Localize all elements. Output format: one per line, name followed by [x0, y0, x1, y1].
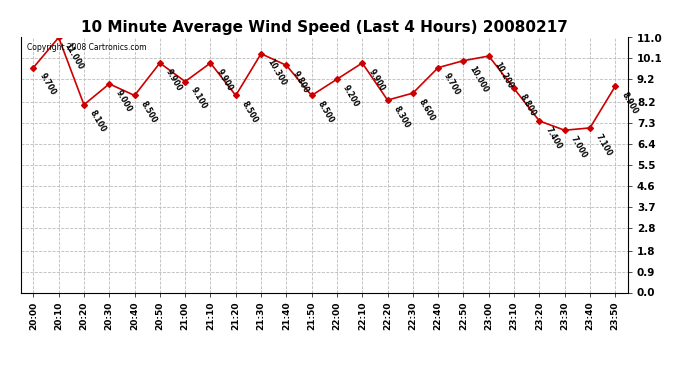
Text: 8.100: 8.100	[88, 109, 108, 134]
Text: 8.500: 8.500	[240, 100, 259, 125]
Text: 7.100: 7.100	[594, 132, 614, 158]
Text: 7.400: 7.400	[544, 125, 563, 150]
Text: 8.800: 8.800	[518, 93, 538, 118]
Text: 10.300: 10.300	[265, 58, 288, 88]
Text: 8.900: 8.900	[620, 90, 639, 116]
Text: 7.000: 7.000	[569, 134, 589, 160]
Text: 9.800: 9.800	[290, 69, 310, 95]
Text: 11.000: 11.000	[63, 42, 85, 71]
Text: 10.000: 10.000	[468, 65, 490, 94]
Text: 8.500: 8.500	[139, 100, 159, 125]
Text: 9.200: 9.200	[341, 83, 361, 109]
Text: 9.900: 9.900	[366, 67, 386, 92]
Text: 8.600: 8.600	[417, 97, 437, 123]
Text: 9.700: 9.700	[442, 72, 462, 97]
Text: Copyright 2008 Cartronics.com: Copyright 2008 Cartronics.com	[27, 43, 146, 52]
Text: 9.900: 9.900	[164, 67, 184, 92]
Text: 9.100: 9.100	[189, 86, 209, 111]
Text: 10.200: 10.200	[493, 60, 515, 90]
Text: 8.500: 8.500	[316, 100, 335, 125]
Text: 9.900: 9.900	[215, 67, 235, 92]
Text: 9.000: 9.000	[113, 88, 133, 113]
Text: 9.700: 9.700	[37, 72, 57, 97]
Text: 8.300: 8.300	[392, 104, 411, 129]
Title: 10 Minute Average Wind Speed (Last 4 Hours) 20080217: 10 Minute Average Wind Speed (Last 4 Hou…	[81, 20, 568, 35]
